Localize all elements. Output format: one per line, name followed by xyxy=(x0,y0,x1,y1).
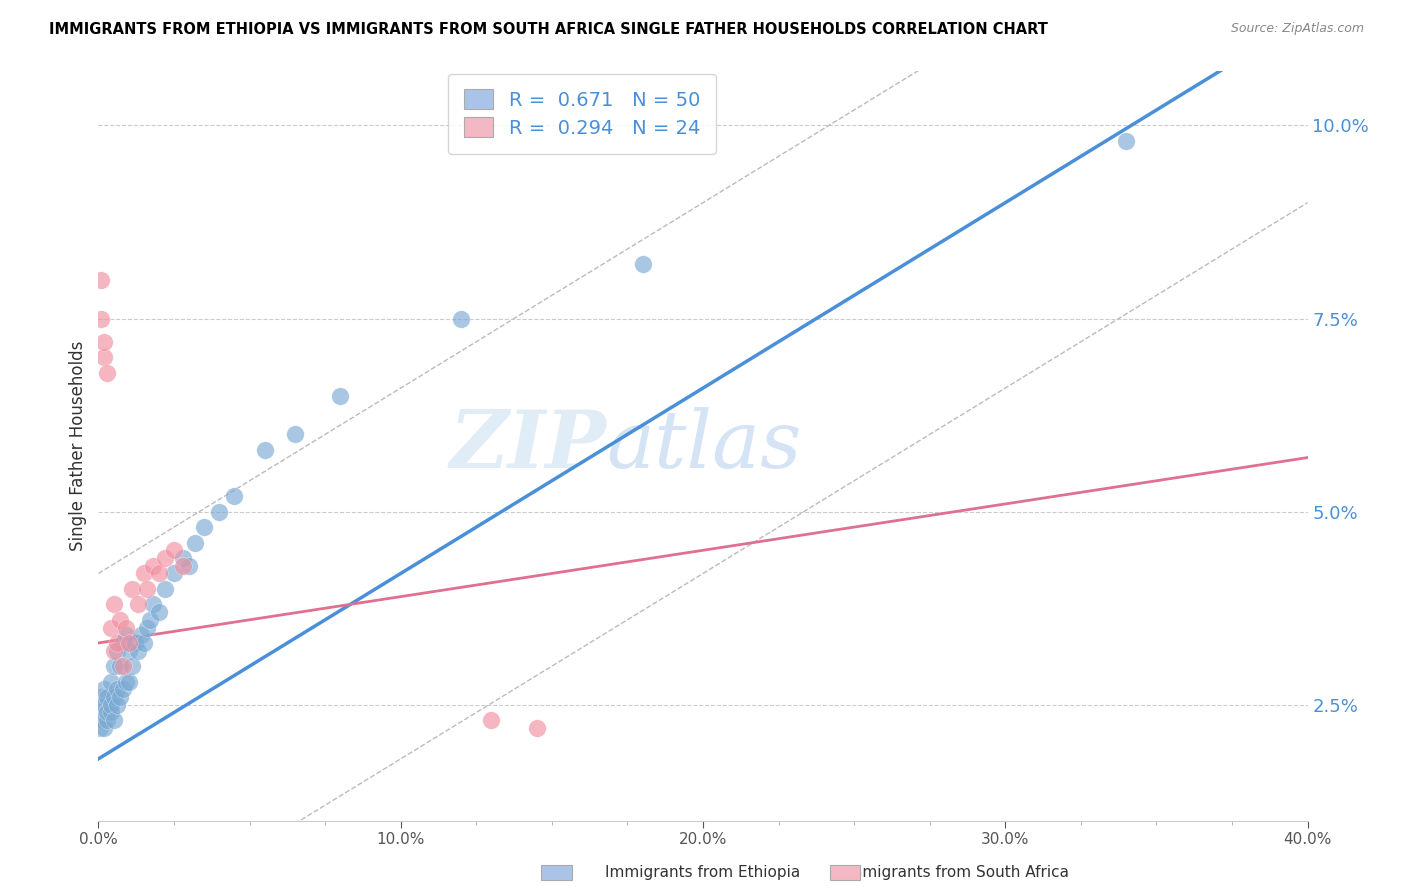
Point xyxy=(132,636,155,650)
Point xyxy=(93,682,115,697)
Point xyxy=(100,706,122,720)
Point xyxy=(103,598,125,612)
Point xyxy=(103,690,125,704)
Point xyxy=(90,690,112,704)
Point xyxy=(139,613,162,627)
Point xyxy=(114,621,136,635)
Point xyxy=(124,636,146,650)
Point xyxy=(148,566,170,581)
Point xyxy=(111,682,134,697)
Point xyxy=(121,659,143,673)
Point xyxy=(526,721,548,735)
Point xyxy=(121,582,143,596)
Point xyxy=(105,682,128,697)
Point xyxy=(142,598,165,612)
Point xyxy=(172,558,194,573)
Point xyxy=(127,598,149,612)
Text: ZIP: ZIP xyxy=(450,408,606,484)
Point xyxy=(135,582,157,596)
Point xyxy=(91,713,114,727)
Legend: R =  0.671   N = 50, R =  0.294   N = 24: R = 0.671 N = 50, R = 0.294 N = 24 xyxy=(449,73,716,153)
Point xyxy=(193,520,215,534)
Point xyxy=(253,442,276,457)
Point xyxy=(103,713,125,727)
Point xyxy=(329,389,352,403)
Point xyxy=(1115,134,1137,148)
Point xyxy=(172,551,194,566)
Point xyxy=(118,674,141,689)
Point xyxy=(142,558,165,573)
Point xyxy=(100,621,122,635)
Point xyxy=(90,706,112,720)
Point xyxy=(96,706,118,720)
Point xyxy=(105,636,128,650)
Text: IMMIGRANTS FROM ETHIOPIA VS IMMIGRANTS FROM SOUTH AFRICA SINGLE FATHER HOUSEHOLD: IMMIGRANTS FROM ETHIOPIA VS IMMIGRANTS F… xyxy=(49,22,1047,37)
Point xyxy=(135,621,157,635)
Point xyxy=(103,643,125,657)
Point xyxy=(481,713,503,727)
Point xyxy=(163,543,186,558)
Point xyxy=(93,698,115,712)
Point xyxy=(132,566,155,581)
Point xyxy=(184,535,207,549)
Point xyxy=(90,311,112,326)
Point xyxy=(96,690,118,704)
Point xyxy=(148,605,170,619)
Text: Immigrants from South Africa: Immigrants from South Africa xyxy=(844,865,1069,880)
Point xyxy=(105,698,128,712)
Point xyxy=(284,427,307,442)
Point xyxy=(111,636,134,650)
Point xyxy=(100,698,122,712)
Point xyxy=(631,257,654,271)
Text: Source: ZipAtlas.com: Source: ZipAtlas.com xyxy=(1230,22,1364,36)
Point xyxy=(93,721,115,735)
Point xyxy=(450,311,472,326)
Point xyxy=(129,628,152,642)
Text: Immigrants from Ethiopia: Immigrants from Ethiopia xyxy=(606,865,800,880)
Point xyxy=(90,273,112,287)
Point xyxy=(153,551,176,566)
Point xyxy=(108,690,131,704)
Point xyxy=(100,674,122,689)
Point xyxy=(224,489,246,503)
Point xyxy=(108,613,131,627)
Point xyxy=(118,636,141,650)
Text: atlas: atlas xyxy=(606,408,801,484)
Point xyxy=(93,350,115,364)
Point xyxy=(163,566,186,581)
Point xyxy=(96,366,118,380)
Point xyxy=(108,659,131,673)
Point xyxy=(153,582,176,596)
Point xyxy=(118,643,141,657)
Point xyxy=(111,659,134,673)
Point xyxy=(114,628,136,642)
Y-axis label: Single Father Households: Single Father Households xyxy=(69,341,87,551)
Point xyxy=(103,659,125,673)
Point xyxy=(96,713,118,727)
Point xyxy=(114,674,136,689)
Point xyxy=(93,334,115,349)
Point xyxy=(127,643,149,657)
Point xyxy=(89,721,111,735)
Point xyxy=(208,505,231,519)
Point xyxy=(105,643,128,657)
Point xyxy=(179,558,201,573)
